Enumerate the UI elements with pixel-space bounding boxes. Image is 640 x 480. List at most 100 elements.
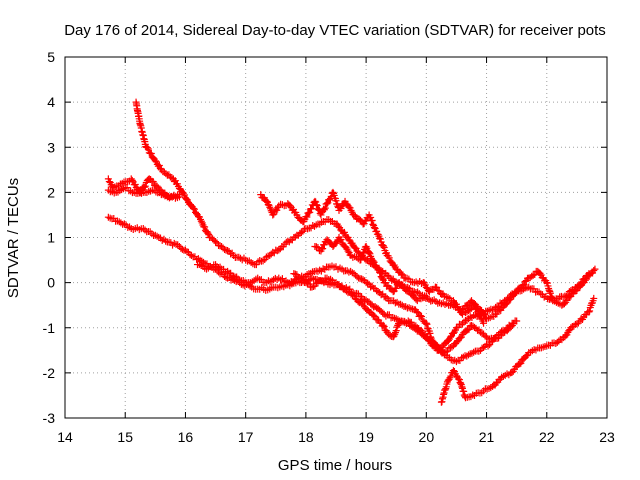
- x-tick-label: 22: [539, 429, 555, 445]
- data-sample: [478, 389, 486, 397]
- x-tick-label: 20: [419, 429, 435, 445]
- data-point: [516, 360, 524, 368]
- data-sample: [293, 271, 301, 279]
- data-sample: [409, 321, 417, 329]
- data-point: [477, 328, 485, 336]
- data-sample: [397, 270, 405, 278]
- data-point: [263, 197, 271, 205]
- data-sample: [321, 204, 329, 212]
- data-sample: [481, 332, 489, 340]
- data-sample: [147, 187, 155, 195]
- data-point: [537, 290, 545, 298]
- data-point: [350, 270, 358, 278]
- data-sample: [413, 308, 421, 316]
- data-sample: [369, 220, 377, 228]
- data-sample: [520, 285, 528, 293]
- data-sample: [382, 312, 390, 320]
- data-sample: [392, 284, 400, 292]
- x-tick-label: 15: [117, 429, 133, 445]
- data-point: [374, 288, 382, 296]
- data-sample: [531, 271, 539, 279]
- data-sample: [590, 267, 598, 275]
- data-sample: [312, 221, 320, 229]
- data-sample: [470, 348, 478, 356]
- data-sample: [212, 238, 220, 246]
- data-sample: [380, 243, 388, 251]
- data-sample: [376, 268, 384, 276]
- data-sample: [446, 333, 454, 341]
- x-tick-label: 17: [238, 429, 254, 445]
- data-sample: [504, 295, 512, 303]
- data-sample: [485, 306, 493, 314]
- data-point: [398, 301, 406, 309]
- y-tick-label: -3: [43, 410, 56, 426]
- data-sample: [379, 309, 387, 317]
- data-sample: [224, 247, 232, 255]
- data-sample: [402, 303, 410, 311]
- data-sample: [416, 312, 424, 320]
- data-sample: [369, 311, 377, 319]
- data-sample: [464, 302, 472, 310]
- data-sample: [266, 203, 274, 211]
- x-tick-label: 18: [298, 429, 314, 445]
- data-sample: [313, 202, 321, 210]
- data-sample: [215, 264, 223, 272]
- data-point: [591, 265, 599, 273]
- data-sample: [307, 205, 315, 213]
- data-sample: [259, 257, 267, 265]
- data-sample: [444, 293, 452, 301]
- data-point: [585, 308, 593, 316]
- data-point: [266, 252, 274, 260]
- data-sample: [464, 326, 472, 334]
- data-sample: [178, 245, 186, 253]
- data-sample: [144, 145, 152, 153]
- data-sample: [153, 182, 161, 190]
- data-sample: [458, 383, 466, 391]
- data-sample: [359, 249, 367, 257]
- data-sample: [345, 268, 353, 276]
- data-sample: [299, 277, 307, 285]
- y-tick-label: 0: [47, 275, 55, 291]
- data-sample: [369, 257, 377, 265]
- data-point: [513, 288, 521, 296]
- data-sample: [502, 296, 510, 304]
- y-tick-label: -2: [43, 365, 56, 381]
- data-sample: [445, 375, 453, 383]
- data-sample: [320, 206, 328, 214]
- data-point: [350, 211, 358, 219]
- data-sample: [340, 228, 348, 236]
- data-sample: [337, 235, 345, 243]
- data-sample: [441, 301, 449, 309]
- data-sample: [230, 272, 238, 280]
- data-sample: [564, 291, 572, 299]
- data-sample: [426, 336, 434, 344]
- data-sample: [493, 303, 501, 311]
- data-sample: [128, 176, 136, 184]
- data-sample: [382, 293, 390, 301]
- data-sample: [467, 393, 475, 401]
- data-point: [413, 324, 421, 332]
- series-track-f: [257, 188, 488, 327]
- data-sample: [466, 313, 474, 321]
- data-sample: [267, 250, 275, 258]
- data-sample: [141, 182, 149, 190]
- data-sample: [316, 266, 324, 274]
- data-point: [513, 317, 521, 325]
- data-sample: [140, 183, 148, 191]
- data-sample: [528, 272, 536, 280]
- data-sample: [388, 276, 396, 284]
- data-sample: [529, 271, 537, 279]
- data-sample: [475, 347, 483, 355]
- data-sample: [498, 300, 506, 308]
- data-sample: [376, 234, 384, 242]
- chart-title: Day 176 of 2014, Sidereal Day-to-day VTE…: [64, 22, 606, 39]
- data-sample: [319, 245, 327, 253]
- data-sample: [228, 272, 236, 280]
- data-sample: [546, 289, 554, 297]
- data-point: [104, 213, 112, 221]
- data-sample: [368, 217, 376, 225]
- y-tick-label: 5: [47, 49, 55, 65]
- y-tick-label: 2: [47, 184, 55, 200]
